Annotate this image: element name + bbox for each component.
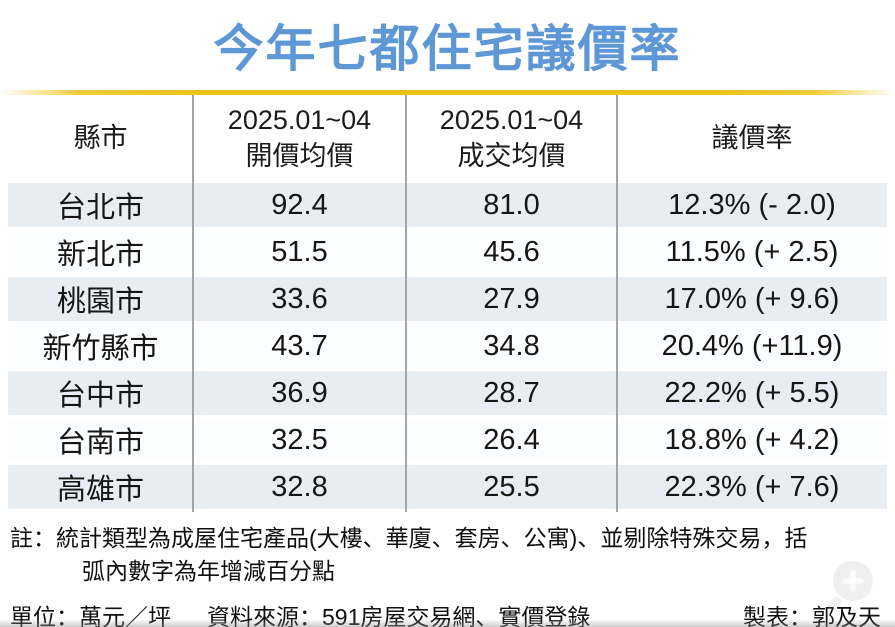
table-row-taichung: 台中市 36.9 28.7 22.2% (+ 5.5) (8, 371, 887, 418)
deal-cell: 81.0 (483, 188, 540, 221)
source-label: 資料來源：591房屋交易網、實價登錄 (207, 603, 591, 627)
column-header-deal: 2025.01~04 成交均價 (439, 105, 584, 171)
asking-cell: 92.4 (271, 188, 328, 221)
column-divider-2 (405, 95, 407, 512)
table-row-newtaipei: 新北市 51.5 45.6 11.5% (+ 2.5) (8, 230, 887, 277)
city-cell: 台南市 (56, 427, 144, 459)
city-cell: 新竹縣市 (42, 333, 159, 365)
deal-cell: 45.6 (483, 235, 540, 268)
table-row-kaohsiung: 高雄市 32.8 25.5 22.3% (+ 7.6) (8, 465, 887, 512)
asking-cell: 33.6 (271, 282, 328, 315)
rate-cell: 12.3% (- 2.0) (668, 188, 836, 221)
page-title: 今年七都住宅議價率 (213, 21, 682, 77)
footnote-text: 註：統計類型為成屋住宅產品(大樓、華廈、套房、公寓)、並剔除特殊交易，括 弧內數… (10, 525, 808, 585)
deal-cell: 25.5 (483, 470, 540, 503)
table-row-tainan: 台南市 32.5 26.4 18.8% (+ 4.2) (8, 418, 887, 465)
table-row-taipei: 台北市 92.4 81.0 12.3% (- 2.0) (8, 183, 887, 230)
rate-cell: 20.4% (+11.9) (661, 329, 843, 362)
deal-cell: 27.9 (483, 282, 540, 315)
table-row-taoyuan: 桃園市 33.6 27.9 17.0% (+ 9.6) (8, 277, 887, 324)
table-header-row: 縣市 2025.01~04 開價均價 2025.01~04 成交均價 議價率 (8, 95, 887, 183)
deal-cell: 34.8 (483, 329, 540, 362)
city-cell: 新北市 (56, 239, 144, 271)
credit-label: 製表：郭及天 (743, 603, 881, 627)
asking-cell: 43.7 (271, 329, 328, 362)
column-divider-1 (192, 95, 194, 512)
asking-cell: 32.8 (271, 470, 328, 503)
rate-cell: 17.0% (+ 9.6) (664, 282, 840, 315)
table-row-hsinchu: 新竹縣市 43.7 34.8 20.4% (+11.9) (8, 324, 887, 371)
unit-label: 單位：萬元／坪 (10, 603, 171, 627)
rate-cell: 18.8% (+ 4.2) (664, 423, 840, 456)
asking-cell: 36.9 (271, 376, 328, 409)
rate-cell: 22.3% (+ 7.6) (664, 470, 840, 503)
price-table: 縣市 2025.01~04 開價均價 2025.01~04 成交均價 議價率 台… (8, 95, 887, 512)
city-cell: 桃園市 (56, 286, 144, 318)
deal-cell: 28.7 (483, 376, 540, 409)
city-cell: 台中市 (56, 380, 144, 412)
rate-cell: 22.2% (+ 5.5) (664, 376, 840, 409)
column-header-rate: 議價率 (711, 123, 793, 154)
source-footer: 單位：萬元／坪 資料來源：591房屋交易網、實價登錄 製表：郭及天 (10, 598, 881, 627)
asking-cell: 51.5 (271, 235, 328, 268)
asking-cell: 32.5 (271, 423, 328, 456)
title-underline-rule (0, 90, 895, 95)
column-header-asking: 2025.01~04 開價均價 (227, 105, 372, 171)
column-divider-3 (616, 95, 618, 512)
deal-cell: 26.4 (483, 423, 540, 456)
bottom-edge-strip (0, 620, 895, 627)
column-header-city: 縣市 (73, 123, 128, 154)
city-cell: 台北市 (56, 192, 144, 224)
city-cell: 高雄市 (56, 474, 144, 506)
rate-cell: 11.5% (+ 2.5) (665, 235, 839, 268)
